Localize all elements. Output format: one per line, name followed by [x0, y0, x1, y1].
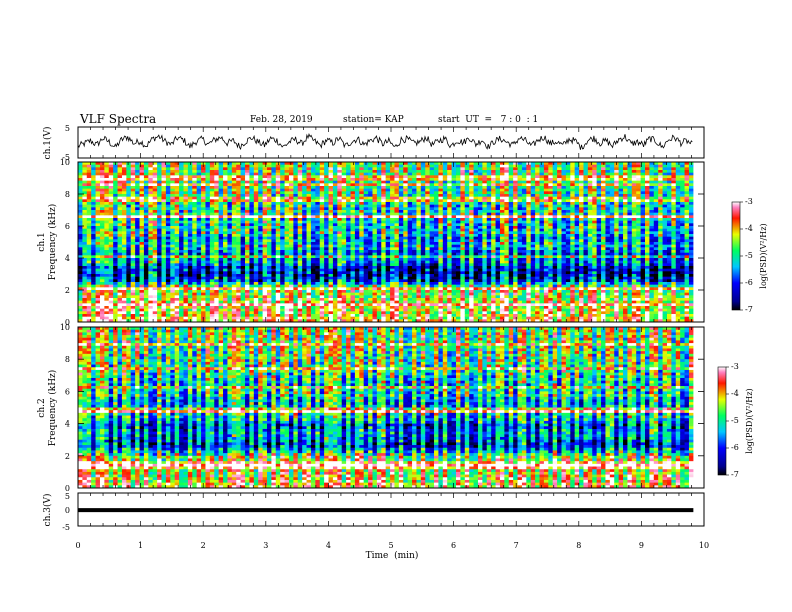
- ch1-ylabel-frequency: Frequency (kHz): [47, 204, 58, 281]
- colorbar-tick-label: -7: [731, 470, 739, 479]
- freq-tick-label: 10: [60, 323, 70, 332]
- time-tick-label: 0: [75, 541, 80, 550]
- x-axis-label: Time (min): [366, 550, 419, 561]
- colorbar-tick-label: -6: [745, 278, 753, 287]
- colorbar-tick-label: -5: [745, 251, 753, 260]
- colorbar-tick-label: -3: [731, 362, 739, 371]
- freq-tick-label: 0: [65, 318, 70, 327]
- ch1-colorbar-ticks: -3 -4 -5 -6 -7: [740, 197, 753, 314]
- figure-station: station= KAP: [343, 115, 404, 125]
- ch2-ylabel-channel: ch.2: [37, 398, 47, 417]
- time-tick-label: 4: [326, 541, 331, 550]
- colorbar-tick-label: -4: [745, 224, 753, 233]
- ch1-colorbar-label: log(PSD)(V²/Hz): [759, 223, 768, 288]
- freq-tick-label: 6: [65, 387, 70, 396]
- ch2-ylabel-frequency: Frequency (kHz): [47, 370, 58, 447]
- ch1-spectrogram-cells: [78, 162, 704, 323]
- ch2-colorbar: [717, 366, 727, 476]
- time-tick-label: 2: [201, 541, 206, 550]
- freq-tick-label: 6: [65, 222, 70, 231]
- ch3-ytick-bottom: -5: [62, 523, 70, 532]
- freq-tick-label: 8: [65, 190, 70, 199]
- x-axis-ticks: 0 1 2 3 4 5 6 7 8 9 10: [75, 127, 709, 550]
- ch3-ylabel: ch.3(V): [42, 494, 53, 527]
- ch2-colorbar-ticks: -3 -4 -5 -6 -7: [726, 362, 739, 479]
- colorbar-tick-label: -3: [745, 197, 753, 206]
- figure-start-time: start UT = 7 : 0 : 1: [438, 115, 538, 125]
- ch1-ylabel-channel: ch.1: [37, 232, 47, 251]
- time-tick-label: 1: [138, 541, 143, 550]
- ch1-ytick-top: 5: [65, 124, 70, 133]
- ch1-colorbar: [731, 201, 741, 311]
- figure-date: Feb. 28, 2019: [250, 115, 313, 125]
- ch1-waveform-panel: 5 -5 ch.1(V): [42, 124, 705, 162]
- time-tick-label: 8: [576, 541, 581, 550]
- time-tick-label: 6: [451, 541, 456, 550]
- time-tick-label: 3: [263, 541, 268, 550]
- freq-tick-label: 4: [65, 420, 70, 429]
- ch1-ylabel: ch.1(V): [42, 127, 53, 160]
- ch1-waveform-line: [77, 133, 693, 150]
- ch2-colorbar-label: log(PSD)(V²/Hz): [745, 388, 754, 453]
- freq-tick-label: 2: [65, 452, 70, 461]
- freq-tick-label: 10: [60, 158, 70, 167]
- time-tick-label: 10: [699, 541, 709, 550]
- ch1-ytick-bottom: -5: [62, 153, 70, 162]
- ch1-yticks: 0 2 4 6 8 10: [60, 158, 704, 327]
- colorbar-tick-label: -5: [731, 416, 739, 425]
- ch3-ytick-top: 5: [65, 492, 70, 501]
- time-tick-label: 7: [514, 541, 519, 550]
- ch3-ytick-mid: 0: [65, 506, 70, 515]
- freq-tick-label: 0: [65, 484, 70, 493]
- colorbar-tick-label: -7: [745, 305, 753, 314]
- ch2-spectrogram-cells: [78, 327, 704, 489]
- freq-tick-label: 8: [65, 355, 70, 364]
- figure-title: VLF Spectra: [79, 112, 156, 126]
- colorbar-tick-label: -6: [731, 443, 739, 452]
- colorbar-tick-label: -4: [731, 389, 739, 398]
- time-tick-label: 5: [388, 541, 393, 550]
- freq-tick-label: 2: [65, 286, 70, 295]
- time-tick-label: 9: [639, 541, 644, 550]
- ch3-waveform-panel: 5 0 -5 ch.3(V): [42, 492, 705, 532]
- freq-tick-label: 4: [65, 254, 70, 263]
- ch2-yticks: 0 2 4 6 8 10: [60, 323, 704, 493]
